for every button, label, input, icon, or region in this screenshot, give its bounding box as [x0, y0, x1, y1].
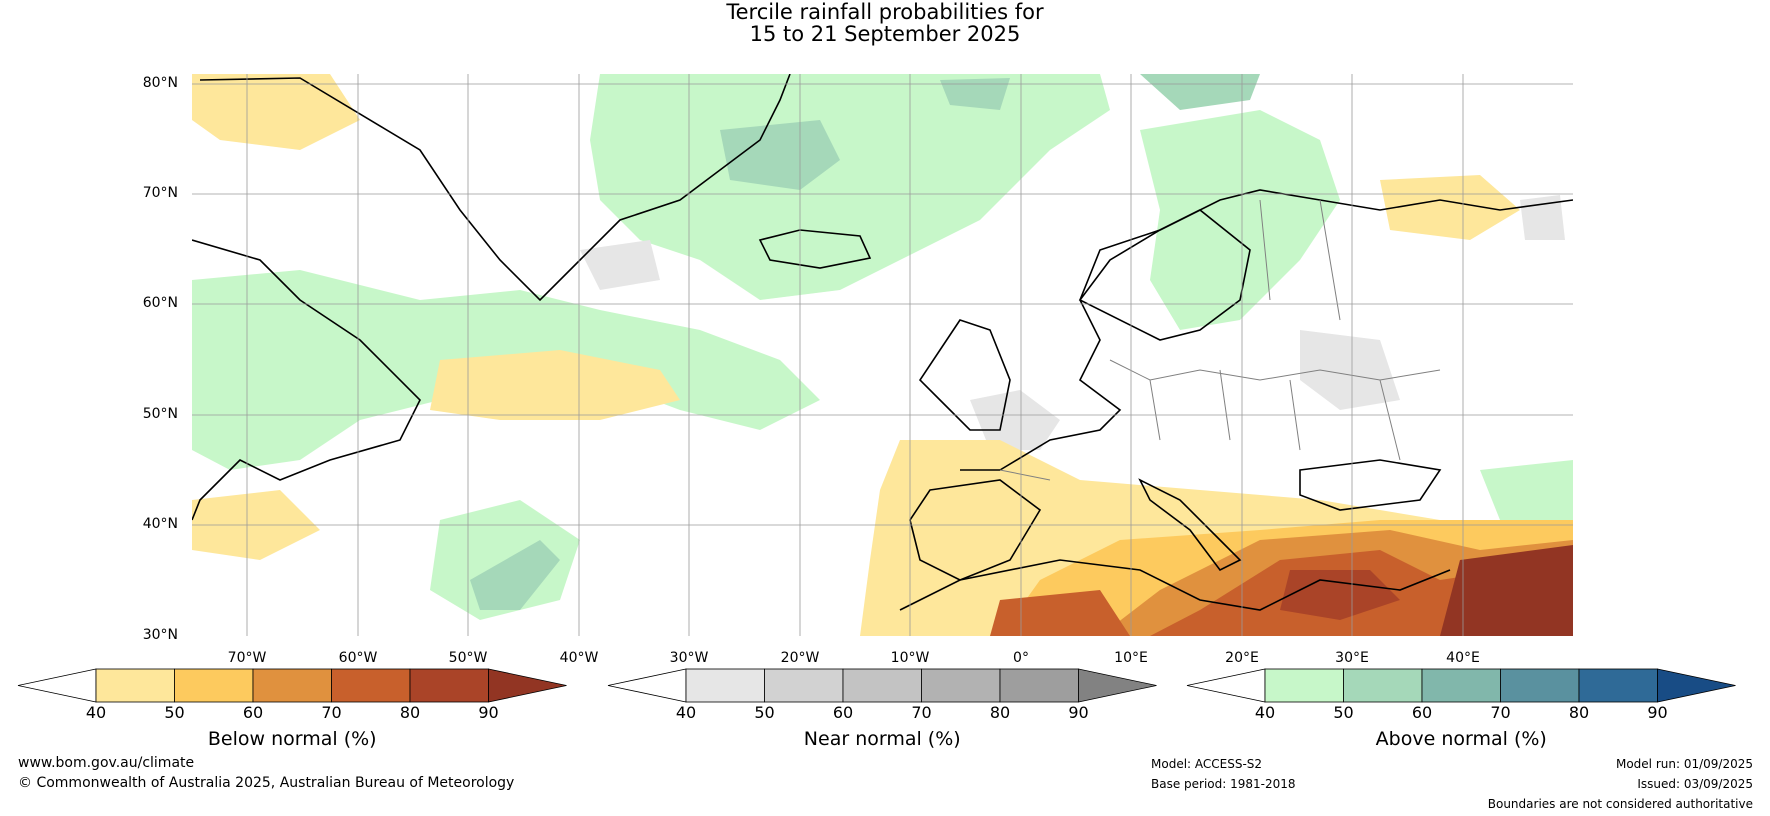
coastline-iberia [909, 479, 1042, 581]
lat-label: 30°N [142, 627, 178, 643]
colorbar-tick-label: 70 [911, 703, 932, 722]
above-normal-region [1140, 110, 1340, 330]
colorbar-extend-high [1078, 668, 1157, 703]
lon-label: 10°E [1114, 650, 1148, 666]
coastline-north-africa [899, 559, 1451, 611]
colorbar-segment [1264, 668, 1344, 703]
colorbar-segment [409, 668, 489, 703]
footer-model: Model: ACCESS-S2 [1151, 757, 1263, 771]
near-normal-region [1300, 330, 1400, 410]
colorbar-segment [174, 668, 254, 703]
footer-base-period: Base period: 1981-2018 [1151, 777, 1296, 791]
lon-label: 50°W [448, 650, 488, 666]
below-normal-region [1280, 570, 1400, 620]
footer-website: www.bom.gov.au/climate [18, 755, 195, 771]
lon-label: 60°W [338, 650, 378, 666]
colorbar-segment [921, 668, 1001, 703]
colorbar-segment [1421, 668, 1501, 703]
footer-copyright: © Commonwealth of Australia 2025, Austra… [18, 775, 515, 791]
colorbar-tick-label: 80 [1568, 703, 1590, 722]
coastline-british-isles [918, 319, 1011, 431]
lon-label: 10°W [890, 650, 930, 666]
lon-label: 40°W [559, 650, 599, 666]
coastline-europe [960, 189, 1573, 471]
chart-title-line2: 15 to 21 September 2025 [749, 22, 1021, 46]
colorbar-segment [1578, 668, 1658, 703]
colorbar-tick-label: 70 [1490, 703, 1511, 722]
above-normal-region [940, 78, 1010, 110]
colorbar-tick-label: 60 [242, 703, 264, 722]
colorbar-tick-label: 80 [399, 703, 421, 722]
coastline-greenland [199, 74, 791, 302]
colorbar-label: Below normal (%) [207, 728, 377, 750]
colorbar-tick-label: 70 [321, 703, 342, 722]
chart-title-line1: Tercile rainfall probabilities for [726, 0, 1044, 24]
colorbar-label: Above normal (%) [1375, 728, 1547, 750]
colorbar-segment [685, 668, 765, 703]
lat-label: 70°N [142, 185, 178, 201]
colorbar-segment [252, 668, 332, 703]
lon-label: 30°E [1335, 650, 1369, 666]
above-normal-region [470, 540, 560, 610]
lon-label: 30°W [669, 650, 709, 666]
lat-label: 40°N [142, 516, 178, 532]
below-normal-region [1380, 175, 1520, 240]
probability-field [192, 74, 1573, 636]
lat-label: 50°N [142, 406, 178, 422]
colorbar-tick-label: 80 [989, 703, 1011, 722]
coastline-italy [1138, 478, 1242, 572]
colorbar-tick-label: 90 [1068, 703, 1089, 722]
near-normal-region [580, 240, 660, 290]
colorbar-segment [331, 668, 411, 703]
coastline-black-sea [1299, 459, 1442, 511]
colorbar-segment [1343, 668, 1423, 703]
colorbar-tick-label: 90 [478, 703, 499, 722]
colorbar-segment [1500, 668, 1580, 703]
colorbar-segment [95, 668, 175, 703]
colorbar-tick-label: 50 [1333, 703, 1354, 722]
above-normal-region [590, 74, 1110, 300]
colorbar-tick-label: 60 [832, 703, 854, 722]
below-normal-region [430, 350, 680, 420]
colorbar-tick-label: 40 [1254, 703, 1276, 722]
colorbars [17, 668, 1736, 703]
colorbar-tick-label: 60 [1411, 703, 1433, 722]
colorbar-label: Near normal (%) [803, 728, 961, 750]
lon-label: 0° [1013, 650, 1029, 666]
colorbar-tick-label: 90 [1647, 703, 1668, 722]
lon-label: 40°E [1446, 650, 1480, 666]
near-normal-region [970, 390, 1060, 450]
lon-label: 20°E [1225, 650, 1259, 666]
below-normal-region [1440, 545, 1573, 636]
footer-model-run: Model run: 01/09/2025 [1615, 757, 1753, 771]
lon-label: 20°W [780, 650, 820, 666]
coastline-scandinavia [1078, 209, 1251, 341]
colorbar-tick-label: 50 [164, 703, 185, 722]
lon-label: 70°W [227, 650, 267, 666]
colorbar-segment [764, 668, 844, 703]
lat-label: 80°N [142, 75, 178, 91]
below-normal-region [990, 590, 1130, 636]
colorbar-extend-high [488, 668, 567, 703]
colorbar-segment [999, 668, 1079, 703]
colorbar-extend-low [1186, 668, 1266, 703]
footer-issued: Issued: 03/09/2025 [1637, 777, 1753, 791]
above-normal-region [720, 120, 840, 190]
colorbar-extend-low [607, 668, 687, 703]
footer-disclaimer: Boundaries are not considered authoritat… [1487, 797, 1753, 811]
lat-label: 60°N [142, 295, 178, 311]
colorbar-extend-low [17, 668, 97, 703]
graticule [192, 74, 1573, 636]
above-normal-region [1140, 74, 1260, 110]
colorbar-extend-high [1657, 668, 1736, 703]
coastline-north-america [192, 239, 421, 521]
colorbar-segment [842, 668, 922, 703]
colorbar-tick-label: 40 [675, 703, 697, 722]
below-normal-region [192, 74, 360, 150]
above-normal-region [1480, 460, 1573, 530]
colorbar-tick-label: 50 [754, 703, 775, 722]
colorbar-tick-label: 40 [85, 703, 107, 722]
